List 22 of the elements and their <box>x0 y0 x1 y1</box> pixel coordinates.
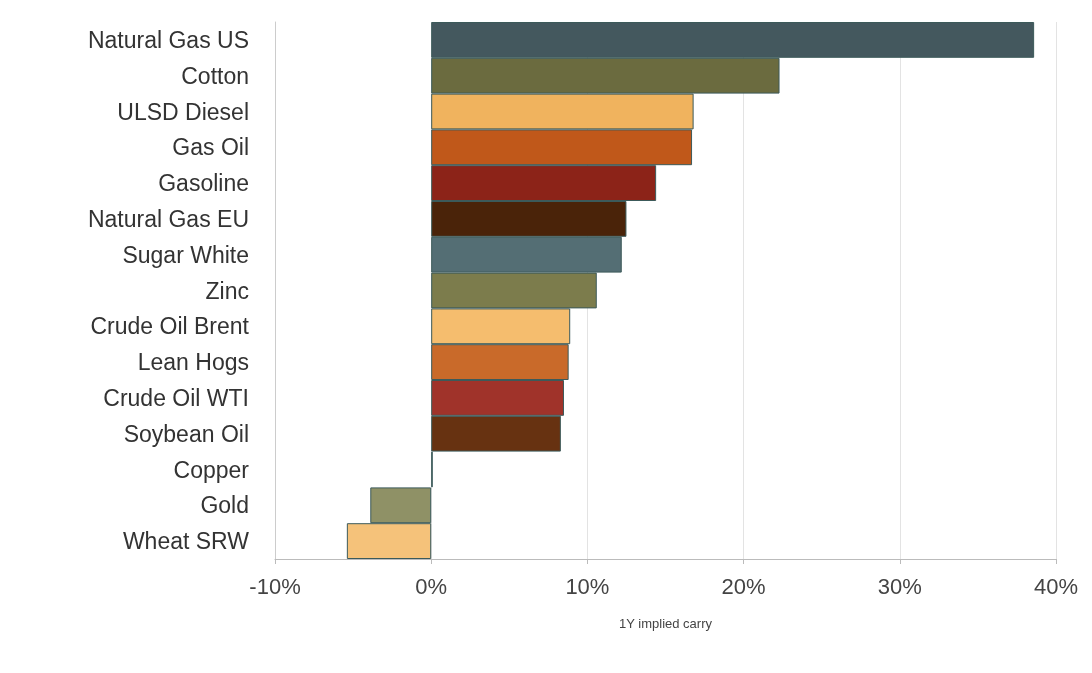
x-tick-label: 40% <box>1033 573 1079 599</box>
y-tick-label: Lean Hogs <box>137 349 249 376</box>
x-tick-label: -10% <box>249 573 301 599</box>
y-tick-label: Crude Oil WTI <box>103 384 249 411</box>
y-tick-label: Gasoline <box>158 170 249 197</box>
x-tick-label: 30% <box>877 573 922 599</box>
y-tick-label: Copper <box>173 456 250 483</box>
x-tick-label: 20% <box>721 573 766 599</box>
y-tick-label: Natural Gas US <box>87 26 249 53</box>
x-tick-label: 10% <box>565 573 610 599</box>
y-tick-label: Sugar White <box>122 241 249 268</box>
x-axis-title: 1Y implied carry <box>619 616 713 631</box>
y-tick-label: Gold <box>200 492 249 519</box>
x-tick-label: 0% <box>415 573 448 599</box>
y-tick-label: Wheat SRW <box>122 528 250 555</box>
y-tick-label: Gas Oil <box>172 134 249 161</box>
y-tick-label: Cotton <box>181 62 249 89</box>
y-tick-label: Soybean Oil <box>123 420 249 447</box>
y-tick-label: Zinc <box>205 277 249 304</box>
y-tick-label: ULSD Diesel <box>117 98 249 125</box>
y-tick-label: Natural Gas EU <box>87 205 249 232</box>
y-tick-label: Crude Oil Brent <box>90 313 250 340</box>
